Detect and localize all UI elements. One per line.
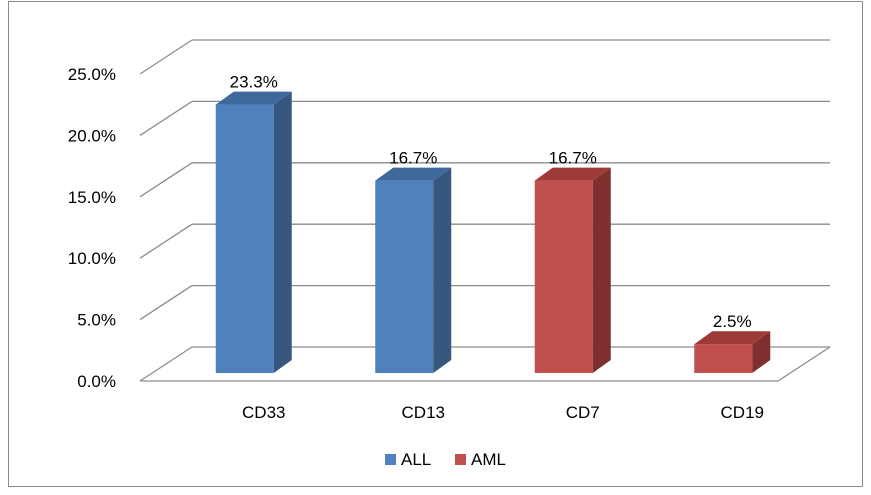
x-tick-label: CD13 — [402, 403, 445, 422]
bar-front — [694, 344, 753, 373]
bar-front — [375, 180, 434, 373]
bar-top — [694, 331, 771, 345]
bar-side — [433, 167, 452, 373]
data-label: 2.5% — [713, 312, 752, 331]
y-tick-label: 25.0% — [68, 65, 116, 84]
legend-label: AML — [471, 450, 506, 469]
legend-label: ALL — [401, 450, 431, 469]
y-tick-label: 15.0% — [68, 188, 116, 207]
bar-top — [215, 91, 292, 105]
data-label: 16.7% — [389, 149, 437, 168]
gridline-depth — [139, 100, 193, 136]
bar-top — [534, 167, 611, 181]
y-tick-label: 20.0% — [68, 126, 116, 145]
y-tick-label: 10.0% — [68, 249, 116, 268]
bar-side — [592, 167, 611, 373]
data-label: 23.3% — [230, 73, 278, 92]
y-tick-label: 5.0% — [77, 311, 116, 330]
gridline-depth — [139, 346, 193, 382]
y-tick-label: 0.0% — [77, 372, 116, 391]
bar-front — [534, 180, 593, 373]
floor-right-edge — [777, 346, 831, 382]
gridline-depth — [139, 39, 193, 75]
gridline-depth — [139, 162, 193, 198]
bar-front — [215, 104, 274, 374]
bar-side — [752, 331, 771, 373]
gridline-depth — [139, 223, 193, 259]
legend-swatch — [385, 454, 396, 465]
data-label: 16.7% — [549, 149, 597, 168]
x-tick-label: CD7 — [566, 403, 600, 422]
legend-swatch — [455, 454, 466, 465]
bar-top — [375, 167, 452, 181]
x-tick-label: CD19 — [721, 403, 764, 422]
gridline-depth — [139, 285, 193, 321]
x-tick-label: CD33 — [242, 403, 285, 422]
bar-side — [273, 91, 292, 374]
